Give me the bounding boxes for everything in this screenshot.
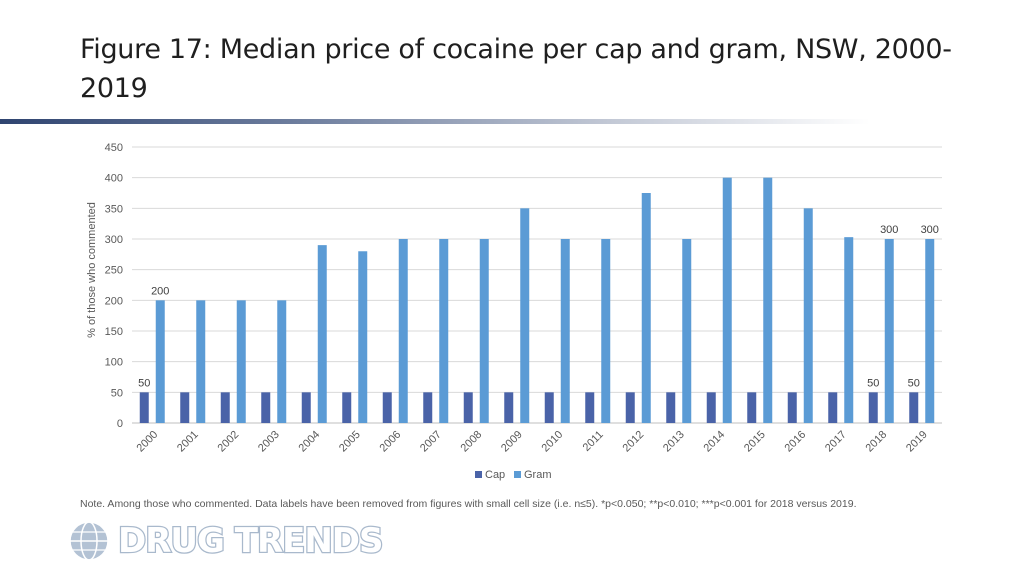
bar-gram-2011 (601, 239, 611, 423)
legend-swatch-cap (475, 471, 482, 478)
legend-swatch-gram (514, 471, 521, 478)
y-tick-label: 400 (105, 173, 123, 185)
bar-gram-2006 (398, 239, 408, 423)
bar-cap-2006 (382, 392, 392, 423)
bar-gram-2000 (155, 300, 165, 423)
legend-label-cap: Cap (485, 469, 505, 481)
title-divider (0, 119, 870, 124)
bar-cap-2012 (625, 392, 635, 423)
bar-gram-2010 (560, 239, 570, 423)
bar-cap-2003 (261, 392, 271, 423)
x-tick-label: 2001 (175, 429, 201, 455)
y-axis-label: % of those who commented (86, 202, 98, 338)
bar-gram-2018 (884, 239, 894, 423)
bar-gram-2016 (803, 208, 813, 423)
bar-cap-2016 (787, 392, 797, 423)
y-tick-label: 450 (105, 142, 123, 154)
bar-cap-2000 (139, 392, 149, 423)
bar-cap-2002 (220, 392, 230, 423)
bar-gram-2013 (682, 239, 692, 423)
bar-cap-2004 (301, 392, 311, 423)
bar-cap-2018 (868, 392, 878, 423)
bar-cap-2010 (544, 392, 554, 423)
bar-cap-2019 (909, 392, 919, 423)
bar-gram-2001 (196, 300, 206, 423)
x-tick-label: 2008 (459, 429, 485, 455)
bar-cap-2008 (463, 392, 473, 423)
x-tick-label: 2013 (661, 429, 687, 455)
y-tick-label: 100 (105, 357, 123, 369)
x-tick-label: 2011 (581, 429, 606, 454)
chart-note: Note. Among those who commented. Data la… (80, 498, 857, 510)
bar-gram-2005 (358, 251, 368, 423)
y-tick-label: 50 (111, 387, 123, 399)
x-tick-label: 2005 (337, 429, 363, 455)
x-tick-label: 2006 (378, 429, 404, 455)
legend-label-gram: Gram (524, 469, 552, 481)
x-tick-label: 2017 (823, 429, 849, 455)
y-tick-label: 200 (105, 295, 123, 307)
x-tick-label: 2007 (418, 429, 444, 455)
bar-gram-2015 (763, 177, 773, 423)
bar-cap-2001 (180, 392, 190, 423)
x-tick-label: 2004 (297, 429, 323, 455)
bar-gram-2004 (317, 245, 327, 423)
data-label: 50 (867, 377, 879, 389)
bar-gram-2008 (479, 239, 489, 423)
y-tick-label: 250 (105, 265, 123, 277)
bar-cap-2017 (828, 392, 838, 423)
logo-wordmark: DRUG TRENDS (117, 520, 385, 563)
bar-gram-2014 (722, 177, 732, 423)
bar-gram-2003 (277, 300, 287, 423)
bar-gram-2002 (236, 300, 246, 423)
data-label: 300 (880, 224, 898, 236)
x-tick-label: 2014 (702, 429, 728, 455)
bar-cap-2015 (747, 392, 757, 423)
bar-gram-2019 (925, 239, 935, 423)
y-tick-label: 0 (117, 418, 123, 430)
bar-cap-2013 (666, 392, 676, 423)
y-tick-label: 300 (105, 234, 123, 246)
data-label: 50 (138, 377, 150, 389)
bar-cap-2009 (504, 392, 514, 423)
x-tick-label: 2019 (904, 429, 930, 455)
x-tick-label: 2002 (216, 429, 242, 455)
x-tick-label: 2000 (135, 429, 161, 455)
data-label: 50 (908, 377, 920, 389)
bar-gram-2012 (641, 193, 651, 423)
bar-gram-2017 (844, 237, 854, 423)
x-tick-label: 2016 (783, 429, 809, 455)
bar-gram-2009 (520, 208, 530, 423)
drug-trends-logo: DRUG TRENDS (68, 518, 385, 564)
x-tick-label: 2003 (256, 429, 282, 455)
x-tick-label: 2018 (864, 429, 890, 455)
bar-cap-2014 (706, 392, 716, 423)
bar-gram-2007 (439, 239, 449, 423)
bar-cap-2007 (423, 392, 433, 423)
x-tick-label: 2015 (742, 429, 768, 455)
x-tick-label: 2012 (621, 429, 647, 455)
data-label: 200 (151, 285, 169, 297)
data-label: 300 (921, 224, 939, 236)
x-tick-label: 2010 (540, 429, 566, 455)
globe-icon (69, 521, 109, 561)
bar-cap-2011 (585, 392, 595, 423)
y-tick-label: 350 (105, 203, 123, 215)
bar-cap-2005 (342, 392, 352, 423)
y-tick-label: 150 (105, 326, 123, 338)
slide-title: Figure 17: Median price of cocaine per c… (80, 34, 952, 104)
x-tick-label: 2009 (499, 429, 525, 455)
